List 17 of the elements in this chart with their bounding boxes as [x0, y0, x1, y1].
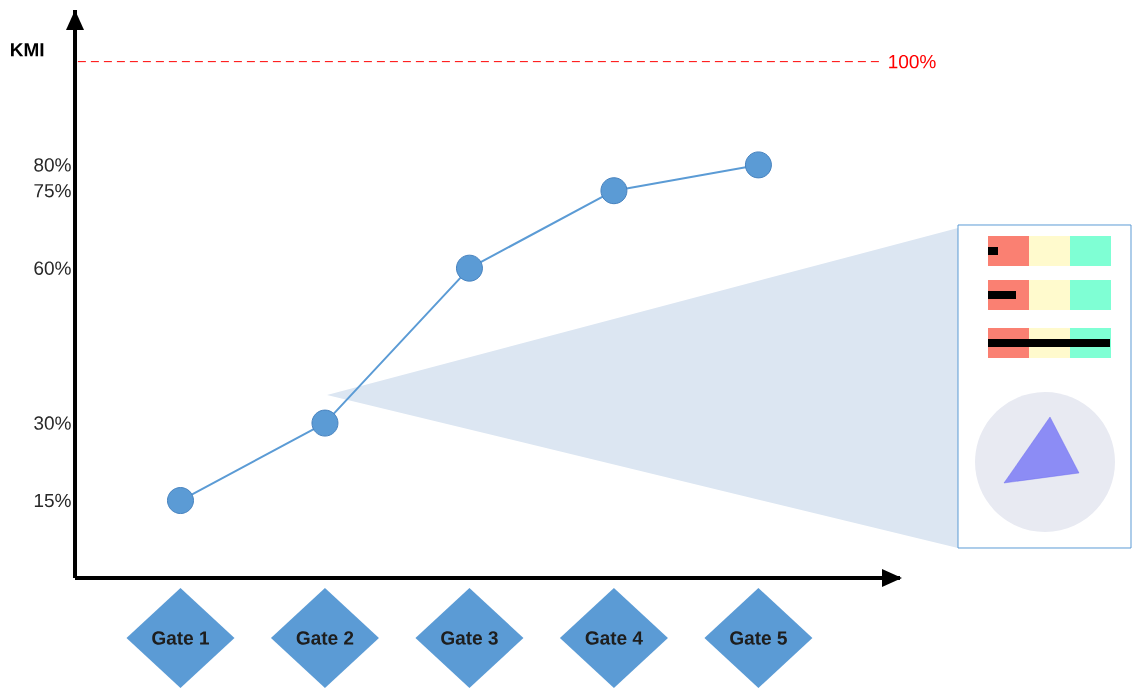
point — [166, 487, 194, 515]
point — [311, 409, 339, 437]
x-tick-label: Gate 3 — [441, 631, 498, 645]
y-tick-label: 15% — [34, 493, 71, 508]
x-tick-label: Gate 2 — [296, 631, 354, 645]
point — [600, 177, 628, 205]
y-tick-label: 75% — [34, 184, 71, 198]
point — [455, 254, 483, 282]
point — [744, 151, 772, 179]
ref-line-label: 100% — [889, 54, 936, 69]
y-axis-title: KMI — [11, 43, 44, 57]
x-tick-label: Gate 5 — [730, 631, 787, 645]
y-tick-label: 80% — [34, 158, 71, 172]
x-tick-label: Gate 1 — [152, 631, 209, 645]
y-tick-label: 60% — [34, 261, 71, 275]
y-tick-label: 30% — [34, 416, 71, 430]
x-tick-label: Gate 4 — [585, 631, 643, 645]
